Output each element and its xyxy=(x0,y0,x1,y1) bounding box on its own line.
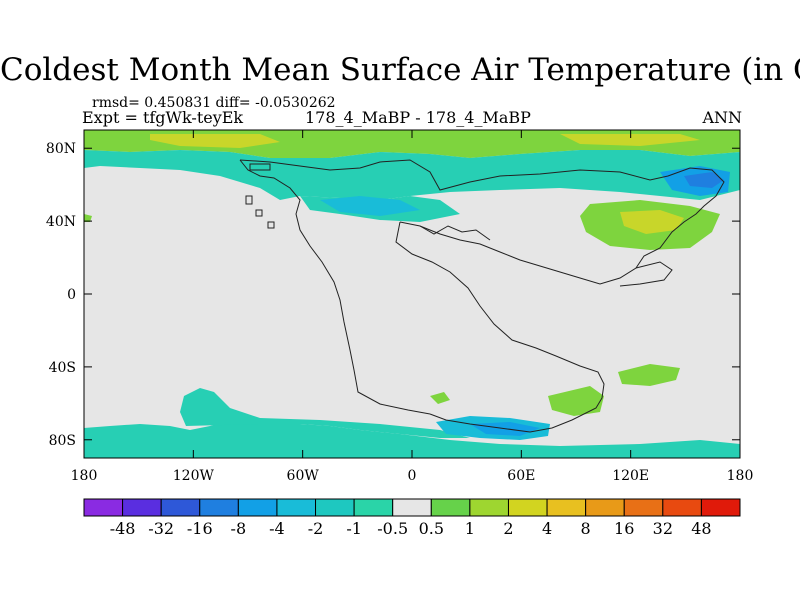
field-south-atlantic-spot xyxy=(430,392,450,404)
colorbar-label: -2 xyxy=(308,519,324,538)
x-tick-label: 180 xyxy=(71,468,98,484)
outline-inner-sea xyxy=(419,225,491,241)
y-tick-label: 40S xyxy=(49,360,76,376)
colorbar-label: -1 xyxy=(346,519,362,538)
x-tick-label: 120E xyxy=(612,468,649,484)
chart-title: Coldest Month Mean Surface Air Temperatu… xyxy=(0,52,800,88)
colorbar-box xyxy=(546,498,587,517)
field-layer xyxy=(84,130,740,458)
colorbar-box xyxy=(623,498,664,517)
field-north-polar-yellow xyxy=(150,134,280,148)
y-tick-label: 0 xyxy=(67,287,76,303)
colorbar-box xyxy=(585,498,625,517)
x-tick-label: 120W xyxy=(173,468,215,484)
x-tick-label: 0 xyxy=(408,468,417,484)
field-north-polar-yellow-2 xyxy=(560,134,700,146)
field-northeast-cold-deep xyxy=(684,172,724,188)
colorbar-label: 8 xyxy=(581,519,591,538)
colorbar-box xyxy=(315,498,355,517)
colorbar-box xyxy=(353,498,394,517)
island-3 xyxy=(267,221,275,229)
colorbar-label: 2 xyxy=(503,519,513,538)
colorbar: -48 -32 -16 -8 -4 -2 -1 -0.5 0.5 1 2 4 8 16 32 48 xyxy=(83,498,741,538)
island-outlines xyxy=(245,163,275,229)
field-north-band-blue xyxy=(320,196,420,216)
y-tick-label: 80S xyxy=(49,433,76,449)
colorbar-box xyxy=(662,498,702,517)
colorbar-label: -0.5 xyxy=(377,519,408,538)
colorbar-label: -16 xyxy=(187,519,213,538)
colorbar-label: -4 xyxy=(269,519,285,538)
colorbar-box xyxy=(469,498,509,517)
x-axis: 180 120W 60W 0 60E 120E 180 xyxy=(71,130,754,484)
colorbar-box xyxy=(160,498,201,517)
colorbar-label: -8 xyxy=(231,519,247,538)
colorbar-box xyxy=(276,498,317,517)
experiment-label: Expt = tfgWk-teyEk xyxy=(82,108,244,127)
colorbar-box xyxy=(507,498,548,517)
colorbar-box xyxy=(122,498,162,517)
colorbar-label: 1 xyxy=(465,519,475,538)
colorbar-label: 0.5 xyxy=(419,519,444,538)
outline-east-peninsula xyxy=(619,261,673,287)
continent-outlines xyxy=(239,159,725,433)
outline-north-coast xyxy=(239,159,725,285)
field-north-band xyxy=(84,150,740,200)
colorbar-label: 4 xyxy=(542,519,552,538)
colorbar-label: 16 xyxy=(614,519,634,538)
y-tick-label: 40N xyxy=(46,214,76,230)
outline-gondwana xyxy=(395,221,605,433)
x-tick-label: 60E xyxy=(507,468,535,484)
colorbar-label: 32 xyxy=(653,519,673,538)
colorbar-box xyxy=(199,498,239,517)
island-2 xyxy=(255,209,263,217)
colorbar-label: -48 xyxy=(110,519,136,538)
stats-text: rmsd= 0.450831 diff= -0.0530262 xyxy=(92,95,336,111)
field-south-pacific-tongue xyxy=(180,388,470,438)
field-west-edge-patch xyxy=(84,214,92,222)
field-east-asia-yellow xyxy=(620,210,684,234)
y-tick-label: 80N xyxy=(46,141,76,157)
island-1 xyxy=(245,195,253,205)
colorbar-box xyxy=(83,498,124,517)
field-southern-warm-patch xyxy=(548,386,604,416)
island-4 xyxy=(249,163,271,171)
field-south-indian-patch xyxy=(618,364,680,386)
colorbar-label: -32 xyxy=(148,519,174,538)
x-tick-label: 60W xyxy=(287,468,320,484)
season-label: ANN xyxy=(702,108,742,127)
colorbar-box xyxy=(430,498,471,517)
field-south-band xyxy=(84,420,740,458)
colorbar-box xyxy=(700,498,741,517)
colorbar-box xyxy=(392,498,432,517)
colorbar-label: 48 xyxy=(691,519,711,538)
case-label: 178_4_MaBP - 178_4_MaBP xyxy=(305,108,531,127)
colorbar-box xyxy=(237,498,278,517)
y-axis: 80N 40N 0 40S 80S xyxy=(46,141,740,449)
x-tick-label: 180 xyxy=(727,468,754,484)
outline-laurasia xyxy=(239,159,431,415)
